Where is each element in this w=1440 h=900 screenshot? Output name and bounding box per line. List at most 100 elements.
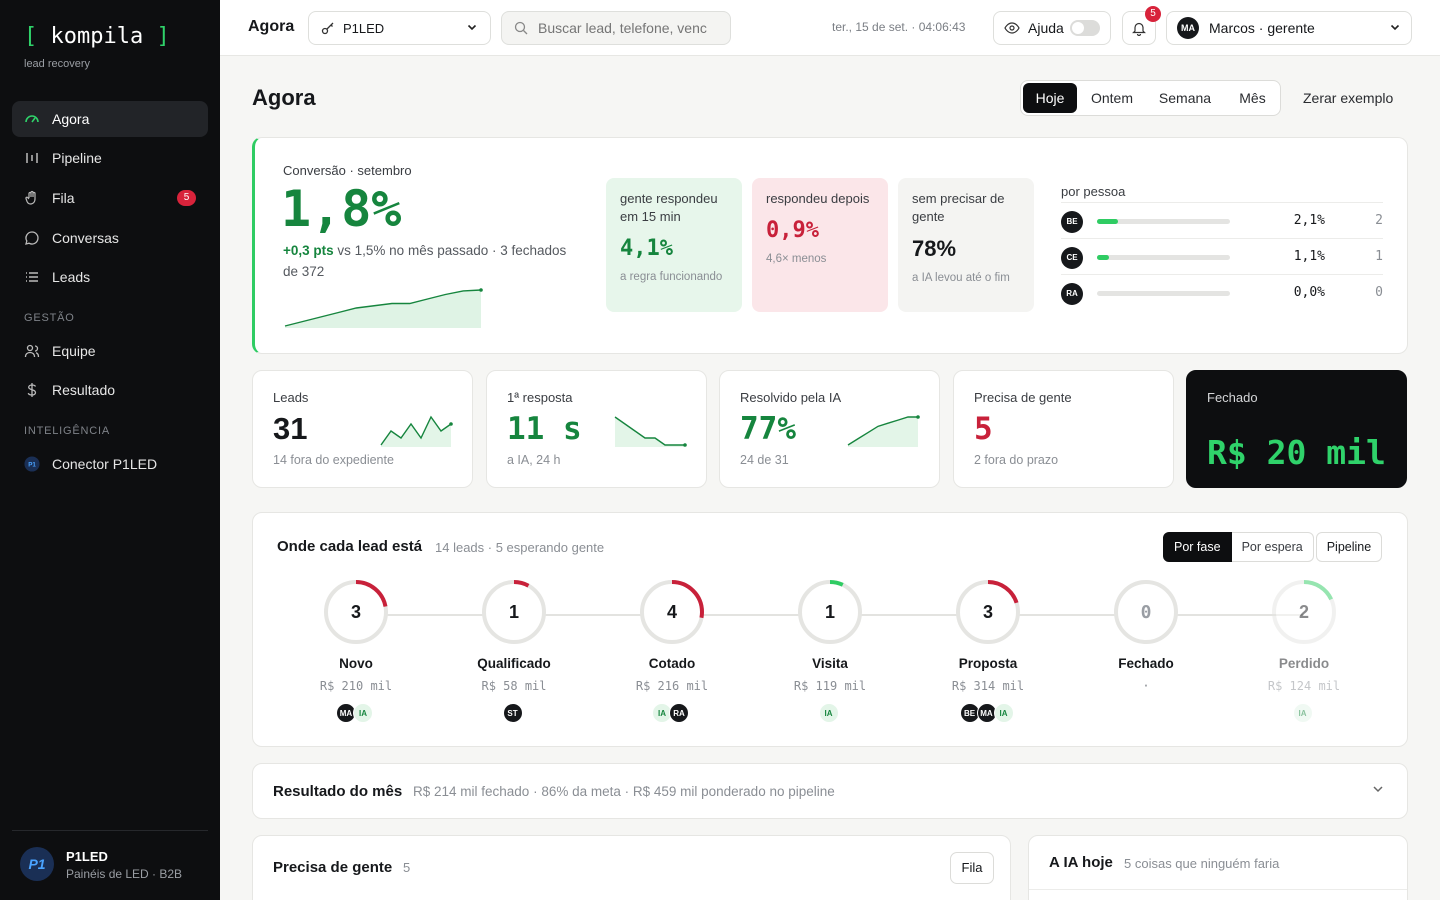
pipeline-stage[interactable]: 3 Novo R$ 210 mil MA IA	[296, 577, 416, 723]
conversion-value: 1,8%	[281, 180, 402, 238]
sidebar-item-pipeline[interactable]: Pipeline	[12, 140, 208, 176]
sidebar-item-label: Pipeline	[52, 150, 102, 166]
stage-value: R$ 124 mil	[1267, 679, 1341, 693]
kpi-value: 11 s	[507, 411, 582, 447]
bell-icon	[1132, 21, 1146, 36]
sidebar-item-conector[interactable]: P1 Conector P1LED	[12, 446, 208, 482]
search-input[interactable]	[538, 20, 718, 36]
hand-icon	[24, 190, 40, 206]
stage-assignees: IA	[1244, 703, 1364, 723]
sidebar-item-agora[interactable]: Agora	[12, 101, 208, 137]
chevron-down-icon[interactable]	[1371, 782, 1385, 799]
sidebar-item-label: Fila	[52, 190, 75, 206]
person-count: 2	[1375, 213, 1383, 228]
person-row[interactable]: CE 1,1% 1	[1061, 238, 1383, 274]
pipeline-stage[interactable]: 3 Proposta R$ 314 mil BE MA IA	[928, 577, 1048, 723]
workspace-avatar: P1	[20, 847, 54, 881]
kpi-closed-revenue[interactable]: Fechado R$ 20 mil	[1186, 370, 1407, 488]
kpi-resolved-by-ai[interactable]: Resolvido pela IA 77% 24 de 31	[719, 370, 940, 488]
workspace-footer[interactable]: P1 P1LED Painéis de LED · B2B	[12, 830, 208, 900]
range-tab-ontem[interactable]: Ontem	[1090, 90, 1133, 106]
person-row[interactable]: BE 2,1% 2	[1061, 202, 1383, 238]
users-icon	[24, 343, 40, 359]
needs-human-title: Precisa de gente	[273, 859, 393, 876]
user-menu[interactable]: MA Marcos · gerente	[1166, 11, 1412, 45]
pipeline-card: Onde cada lead está 14 leads · 5 esperan…	[252, 512, 1408, 747]
pipeline-stage[interactable]: 0 Fechado ·	[1086, 577, 1206, 723]
range-tab-hoje[interactable]: Hoje	[1023, 83, 1077, 113]
monthly-result-card[interactable]: Resultado do mês R$ 214 mil fechado · 86…	[252, 763, 1408, 819]
stage-assignees	[1086, 703, 1206, 723]
brand-logo[interactable]: [ kompila ]	[24, 24, 170, 49]
topbar: Agora P1LED ter., 15 de set. · 04:06:43 …	[220, 0, 1440, 56]
assignee-avatar: ST	[502, 703, 523, 723]
sidebar-item-fila[interactable]: Fila 5	[12, 180, 208, 216]
notifications-button[interactable]: 5	[1122, 6, 1161, 45]
sparkline-end-point	[683, 443, 687, 447]
stage-assignees: MA IA	[296, 703, 416, 723]
mini-stat-title: respondeu depois	[766, 191, 870, 206]
section-label-gestao: GESTÃO	[24, 312, 75, 324]
kpi-leads[interactable]: Leads 31 14 fora do expediente	[252, 370, 473, 488]
range-tab-mes[interactable]: Mês	[1239, 90, 1266, 106]
kpi-title: Precisa de gente	[974, 390, 1072, 405]
person-avatar: BE	[1061, 211, 1083, 233]
stage-name: Qualificado	[477, 656, 551, 671]
stage-name: Perdido	[1278, 656, 1330, 671]
logo-bracket-close: ]	[156, 24, 170, 49]
gauge-icon	[24, 111, 40, 127]
sparkline-line	[380, 415, 452, 446]
sidebar-item-leads[interactable]: Leads	[12, 259, 208, 295]
sidebar-item-resultado[interactable]: Resultado	[12, 372, 208, 408]
user-label: Marcos · gerente	[1209, 20, 1315, 36]
kpi-sub: 24 de 31	[740, 453, 789, 467]
mini-stat-value: 4,1%	[620, 236, 673, 261]
kpi-value: 77%	[740, 411, 796, 447]
kpi-first-response[interactable]: 1ª resposta 11 s a IA, 24 h	[486, 370, 707, 488]
view-tab-por-espera[interactable]: Por espera	[1231, 532, 1314, 562]
delta-points: +0,3 pts	[283, 243, 334, 258]
stage-count: 0	[1140, 602, 1152, 623]
sparkline-end-point	[479, 288, 483, 292]
stage-ring	[640, 580, 704, 644]
workspace-name: P1LED	[66, 849, 108, 864]
pipeline-stage[interactable]: 1 Visita R$ 119 mil IA	[770, 577, 890, 723]
view-tab-por-fase[interactable]: Por fase	[1163, 532, 1232, 562]
person-row[interactable]: RA 0,0% 0	[1061, 274, 1383, 310]
stage-assignees: BE MA IA	[928, 703, 1048, 723]
stage-ring-arc	[956, 580, 1020, 644]
fila-button[interactable]: Fila	[950, 852, 994, 884]
reset-example-button[interactable]: Zerar exemplo	[1303, 90, 1394, 106]
search-box[interactable]	[501, 11, 731, 45]
sparkline-area	[615, 417, 685, 447]
range-tab-semana[interactable]: Semana	[1158, 90, 1212, 106]
ai-avatar: IA	[818, 703, 839, 723]
workspace-select[interactable]: P1LED	[308, 11, 491, 45]
kpi-sparkline	[847, 415, 920, 447]
brand-subtitle: lead recovery	[24, 58, 91, 70]
pipeline-stage[interactable]: 1 Qualificado R$ 58 mil ST	[454, 577, 574, 723]
sparkline-end-point	[449, 422, 453, 426]
kpi-needs-human[interactable]: Precisa de gente 5 2 fora do prazo	[953, 370, 1174, 488]
sidebar-item-conversas[interactable]: Conversas	[12, 220, 208, 256]
stage-ring-arc	[482, 580, 546, 644]
pipeline-button[interactable]: Pipeline	[1315, 532, 1383, 562]
sidebar-item-label: Leads	[52, 269, 91, 285]
sidebar-item-label: Resultado	[52, 382, 116, 398]
chevron-down-icon	[466, 20, 478, 36]
delta-text: vs 1,5% no mês passado · 3 fechados de 3…	[283, 243, 567, 279]
eye-icon	[1004, 22, 1020, 34]
sidebar: [ kompila ] lead recovery Agora Pipeline…	[0, 0, 220, 900]
help-toggle[interactable]: Ajuda	[993, 11, 1111, 45]
sidebar-item-equipe[interactable]: Equipe	[12, 333, 208, 369]
mini-stat-sub: a IA levou até o fim	[912, 272, 1010, 284]
stage-value: R$ 314 mil	[951, 679, 1025, 693]
section-label-inteligencia: INTELIGÊNCIA	[24, 425, 111, 437]
help-switch[interactable]	[1070, 20, 1100, 36]
sidebar-item-label: Conector P1LED	[52, 456, 158, 472]
conversion-card: Conversão · setembro 1,8% +0,3 pts vs 1,…	[252, 137, 1408, 354]
pipeline-stage[interactable]: 4 Cotado R$ 216 mil IA RA	[612, 577, 732, 723]
stage-ring	[324, 580, 388, 644]
stage-name: Fechado	[1118, 656, 1174, 671]
pipeline-stage[interactable]: 2 Perdido R$ 124 mil IA	[1244, 577, 1364, 723]
